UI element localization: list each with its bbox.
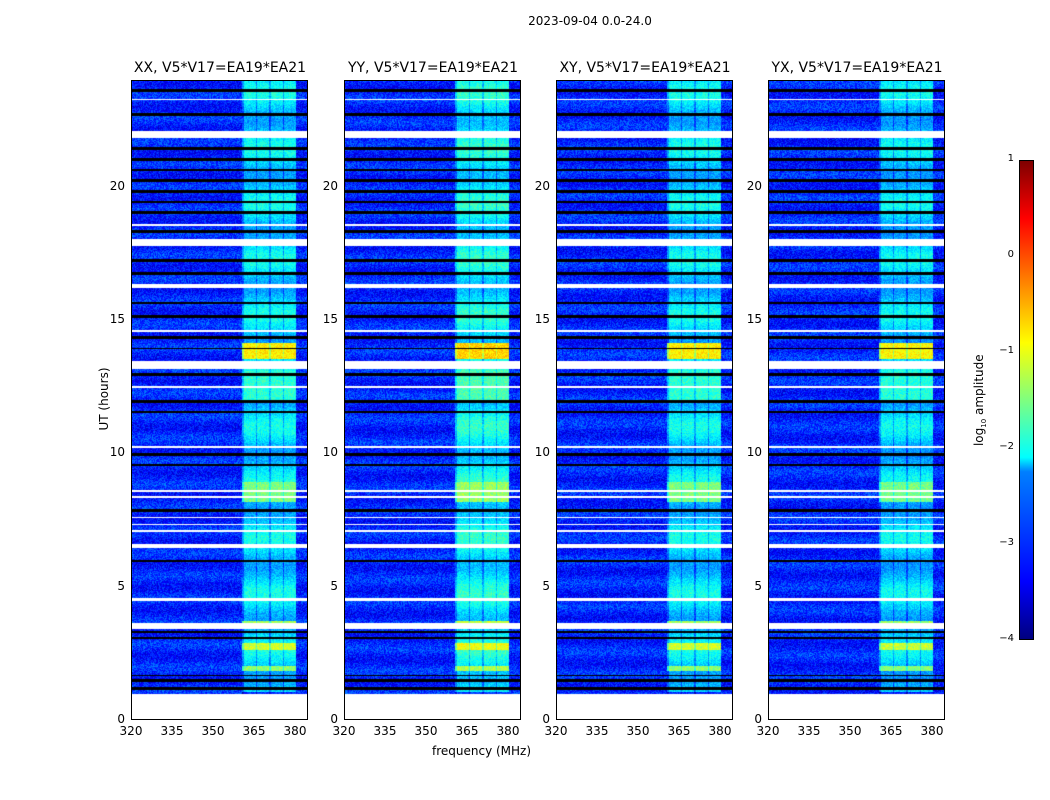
colorbar-tick: −1 [999, 345, 1014, 356]
y-tick-label: 5 [542, 578, 550, 593]
y-tick-label: 10 [746, 445, 762, 460]
heatmap-yy [344, 80, 521, 720]
y-tick-label: 10 [322, 445, 338, 460]
colorbar-label-rest: amplitude [971, 354, 986, 419]
y-tick-label: 0 [754, 712, 762, 726]
y-tick-label: 5 [754, 578, 762, 593]
y-tick-label: 0 [330, 712, 338, 726]
heatmap-xx [131, 80, 308, 720]
x-axis-label: frequency (MHz) [432, 744, 532, 758]
figure-title: 2023-09-04 0.0-24.0 [528, 14, 652, 28]
x-tick-label: 335 [373, 724, 397, 738]
panel-title-yx: YX, V5*V17=EA19*EA21 [771, 60, 943, 76]
colorbar-label-sub: 10 [980, 418, 989, 428]
heatmap-canvas-yx [769, 81, 944, 719]
colorbar-tick: 1 [1007, 153, 1014, 164]
x-tick-label: 320 [544, 724, 568, 738]
x-tick-label: 350 [201, 724, 225, 738]
heatmap-xy [556, 80, 733, 720]
x-tick-label: 320 [332, 724, 356, 738]
panel-title-xx: XX, V5*V17=EA19*EA21 [133, 60, 307, 76]
y-tick-label: 15 [746, 311, 762, 326]
x-tick-label: 335 [160, 724, 184, 738]
x-tick-label: 380 [496, 724, 520, 738]
colorbar-tick: −2 [999, 441, 1014, 452]
y-tick-label: 0 [117, 712, 125, 726]
heatmap-yx [768, 80, 945, 720]
x-tick-label: 380 [283, 724, 307, 738]
y-tick-label: 15 [534, 311, 550, 326]
colorbar-tick: −3 [999, 537, 1014, 548]
colorbar-tick: −4 [999, 633, 1014, 644]
panel-title-yy: YY, V5*V17=EA19*EA21 [347, 60, 519, 76]
y-tick-label: 20 [534, 178, 550, 193]
y-tick-label: 15 [109, 311, 125, 326]
y-axis-label: UT (hours) [97, 367, 111, 431]
panel-title-xy: XY, V5*V17=EA19*EA21 [559, 60, 731, 76]
x-tick-label: 350 [626, 724, 650, 738]
x-tick-label: 320 [119, 724, 143, 738]
x-tick-label: 365 [879, 724, 903, 738]
x-tick-label: 350 [414, 724, 438, 738]
x-tick-label: 365 [455, 724, 479, 738]
y-tick-label: 15 [322, 311, 338, 326]
y-tick-label: 5 [330, 578, 338, 593]
y-tick-label: 20 [322, 178, 338, 193]
x-tick-label: 380 [920, 724, 944, 738]
heatmap-canvas-xy [557, 81, 732, 719]
y-tick-label: 10 [534, 445, 550, 460]
colorbar-label: log10 amplitude [972, 350, 988, 450]
x-tick-label: 365 [242, 724, 266, 738]
y-tick-label: 0 [542, 712, 550, 726]
x-tick-label: 380 [708, 724, 732, 738]
x-tick-label: 365 [667, 724, 691, 738]
colorbar [1019, 160, 1034, 640]
x-tick-label: 350 [838, 724, 862, 738]
heatmap-canvas-xx [132, 81, 307, 719]
heatmap-canvas-yy [345, 81, 520, 719]
y-tick-label: 20 [746, 178, 762, 193]
colorbar-tick: 0 [1007, 249, 1014, 260]
y-tick-label: 5 [117, 578, 125, 593]
x-tick-label: 320 [756, 724, 780, 738]
y-tick-label: 20 [109, 178, 125, 193]
x-tick-label: 335 [797, 724, 821, 738]
colorbar-label-main: log [971, 427, 986, 447]
x-tick-label: 335 [585, 724, 609, 738]
y-tick-label: 10 [109, 445, 125, 460]
